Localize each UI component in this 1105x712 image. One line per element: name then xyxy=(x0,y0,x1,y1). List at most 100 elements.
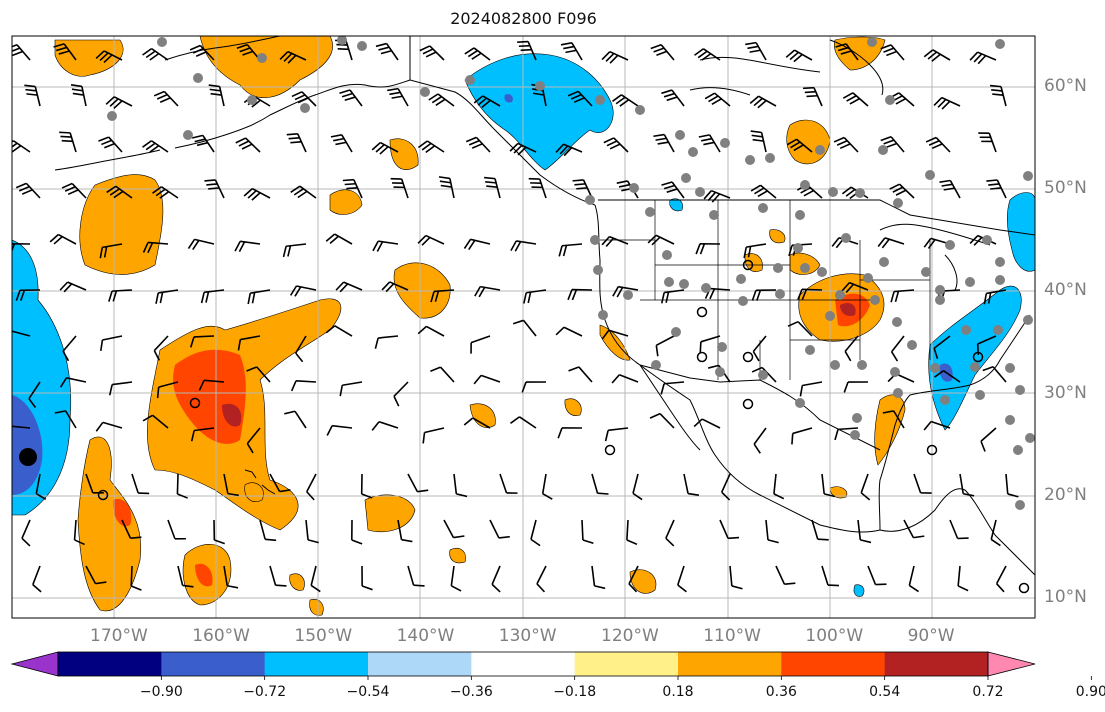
station-dot xyxy=(815,145,825,155)
wind-barb xyxy=(15,182,41,199)
wind-barb xyxy=(108,289,133,302)
wind-barb xyxy=(650,43,675,61)
station-dot xyxy=(892,317,902,327)
wind-barb xyxy=(335,281,363,293)
wind-barb xyxy=(661,181,685,199)
station-dot xyxy=(247,95,257,105)
wind-barb xyxy=(59,281,87,293)
wind-barb xyxy=(474,285,501,298)
wind-barb xyxy=(49,233,77,245)
station-dot xyxy=(337,36,347,45)
station-dot xyxy=(720,138,730,148)
wind-barb xyxy=(98,136,123,153)
station-dot xyxy=(745,155,755,165)
station-dot xyxy=(598,310,608,320)
wind-barb xyxy=(934,370,961,383)
station-dot xyxy=(681,173,691,183)
wind-barb xyxy=(626,519,638,546)
wind-barb xyxy=(417,234,445,246)
wind-barb xyxy=(387,87,409,107)
wind-barb xyxy=(62,335,77,362)
wind-barb xyxy=(243,187,271,201)
lat-label: 40°N xyxy=(1044,280,1087,301)
lat-label: 30°N xyxy=(1044,382,1087,403)
wind-barb xyxy=(512,319,537,337)
station-dot xyxy=(593,265,603,275)
station-dot xyxy=(975,390,985,400)
wind-barb xyxy=(152,186,179,199)
wind-barb xyxy=(246,366,271,383)
wind-barb xyxy=(591,473,609,495)
lon-label: 140°W xyxy=(396,626,455,646)
wind-barb xyxy=(765,519,779,544)
wind-barb xyxy=(750,130,767,153)
wind-barb xyxy=(325,233,353,245)
lat-label: 20°N xyxy=(1044,484,1087,505)
station-dot xyxy=(878,145,888,155)
wind-barb xyxy=(969,51,997,65)
wind-barb xyxy=(925,136,951,153)
wind-barb xyxy=(843,381,869,393)
lon-label: 90°W xyxy=(907,626,955,646)
wind-barb xyxy=(177,565,194,588)
station-dot xyxy=(651,360,661,370)
wind-barb xyxy=(443,519,465,539)
lat-label: 50°N xyxy=(1044,178,1087,199)
wind-barb xyxy=(957,565,969,592)
wind-barb xyxy=(131,473,150,495)
wind-barb xyxy=(661,89,685,107)
wind-barb xyxy=(269,473,291,493)
calm-circles xyxy=(97,259,1030,594)
wind-barb xyxy=(61,182,87,199)
station-dot xyxy=(925,170,935,180)
wind-barb xyxy=(106,185,133,199)
wind-barb xyxy=(438,176,455,199)
wind-barb xyxy=(361,565,373,591)
station-dot xyxy=(995,39,1005,49)
wind-barb xyxy=(982,365,1007,383)
wind-barb xyxy=(310,565,321,593)
station-dot xyxy=(1005,415,1015,425)
wind-barb xyxy=(785,49,813,63)
wind-barb xyxy=(797,288,823,301)
wind-barb xyxy=(465,136,491,153)
wind-barb xyxy=(99,243,123,259)
station-dot xyxy=(805,345,815,355)
wind-barb xyxy=(677,565,687,593)
wind-barb xyxy=(200,289,225,304)
station-dot xyxy=(1025,433,1035,443)
wind-barb xyxy=(683,473,700,496)
wind-barb xyxy=(528,177,547,199)
wind-barb xyxy=(189,44,215,61)
wind-barb xyxy=(306,473,317,501)
colorbar-tick-label: −0.54 xyxy=(346,684,390,700)
wind-barb xyxy=(28,381,41,408)
wind-barb xyxy=(649,412,675,429)
station-dot xyxy=(758,370,768,380)
wind-barb xyxy=(857,519,872,544)
wind-barb xyxy=(247,289,271,305)
colorbar-extend-left xyxy=(10,651,59,677)
wind-barb xyxy=(269,565,287,587)
wind-barb xyxy=(1005,473,1019,498)
wind-barb xyxy=(489,519,510,539)
colorbar-frame xyxy=(57,651,989,677)
wind-barb xyxy=(923,420,951,431)
station-dot xyxy=(993,325,1003,335)
station-dot xyxy=(857,360,867,370)
station-dot xyxy=(841,233,851,243)
wind-barb xyxy=(108,381,133,396)
wind-barb xyxy=(282,243,307,258)
wind-barb xyxy=(591,565,606,590)
wind-barb xyxy=(339,89,363,107)
wind-barb xyxy=(611,373,639,384)
station-dot xyxy=(793,243,803,253)
wind-barb xyxy=(877,237,905,249)
station-dot xyxy=(817,267,827,277)
colorbar-segment xyxy=(781,652,886,676)
wind-barb xyxy=(653,133,675,153)
wind-barb xyxy=(980,427,997,452)
wind-barb xyxy=(189,335,215,348)
wind-barb xyxy=(374,335,399,349)
wind-barb xyxy=(339,381,363,397)
